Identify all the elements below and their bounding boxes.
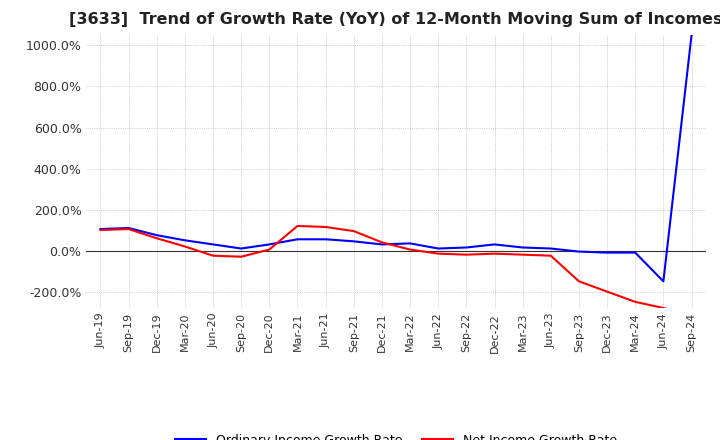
Ordinary Income Growth Rate xyxy=(153,233,161,238)
Ordinary Income Growth Rate xyxy=(321,237,330,242)
Net Income Growth Rate xyxy=(293,224,302,229)
Net Income Growth Rate xyxy=(462,252,471,257)
Line: Net Income Growth Rate: Net Income Growth Rate xyxy=(101,226,691,316)
Net Income Growth Rate xyxy=(490,251,499,256)
Net Income Growth Rate xyxy=(406,247,415,252)
Net Income Growth Rate xyxy=(434,251,443,256)
Ordinary Income Growth Rate xyxy=(518,245,527,250)
Net Income Growth Rate xyxy=(377,240,386,245)
Net Income Growth Rate xyxy=(237,254,246,259)
Ordinary Income Growth Rate xyxy=(631,250,639,255)
Ordinary Income Growth Rate xyxy=(96,227,105,232)
Ordinary Income Growth Rate xyxy=(546,246,555,251)
Ordinary Income Growth Rate xyxy=(237,246,246,251)
Ordinary Income Growth Rate xyxy=(406,241,415,246)
Ordinary Income Growth Rate xyxy=(575,249,583,254)
Ordinary Income Growth Rate xyxy=(687,33,696,38)
Line: Ordinary Income Growth Rate: Ordinary Income Growth Rate xyxy=(101,35,691,281)
Net Income Growth Rate xyxy=(518,252,527,257)
Net Income Growth Rate xyxy=(687,314,696,319)
Ordinary Income Growth Rate xyxy=(377,242,386,247)
Ordinary Income Growth Rate xyxy=(490,242,499,247)
Net Income Growth Rate xyxy=(265,247,274,252)
Net Income Growth Rate xyxy=(96,227,105,233)
Net Income Growth Rate xyxy=(631,299,639,304)
Ordinary Income Growth Rate xyxy=(209,242,217,247)
Net Income Growth Rate xyxy=(153,236,161,241)
Ordinary Income Growth Rate xyxy=(349,238,358,244)
Net Income Growth Rate xyxy=(349,228,358,234)
Net Income Growth Rate xyxy=(125,227,133,232)
Net Income Growth Rate xyxy=(209,253,217,258)
Ordinary Income Growth Rate xyxy=(125,225,133,231)
Ordinary Income Growth Rate xyxy=(462,245,471,250)
Net Income Growth Rate xyxy=(603,289,611,294)
Net Income Growth Rate xyxy=(181,244,189,249)
Ordinary Income Growth Rate xyxy=(293,237,302,242)
Legend: Ordinary Income Growth Rate, Net Income Growth Rate: Ordinary Income Growth Rate, Net Income … xyxy=(170,429,622,440)
Ordinary Income Growth Rate xyxy=(603,250,611,255)
Ordinary Income Growth Rate xyxy=(434,246,443,251)
Net Income Growth Rate xyxy=(321,224,330,230)
Net Income Growth Rate xyxy=(546,253,555,258)
Ordinary Income Growth Rate xyxy=(659,279,667,284)
Net Income Growth Rate xyxy=(659,305,667,311)
Net Income Growth Rate xyxy=(575,279,583,284)
Title: [3633]  Trend of Growth Rate (YoY) of 12-Month Moving Sum of Incomes: [3633] Trend of Growth Rate (YoY) of 12-… xyxy=(69,12,720,27)
Ordinary Income Growth Rate xyxy=(181,238,189,243)
Ordinary Income Growth Rate xyxy=(265,242,274,247)
